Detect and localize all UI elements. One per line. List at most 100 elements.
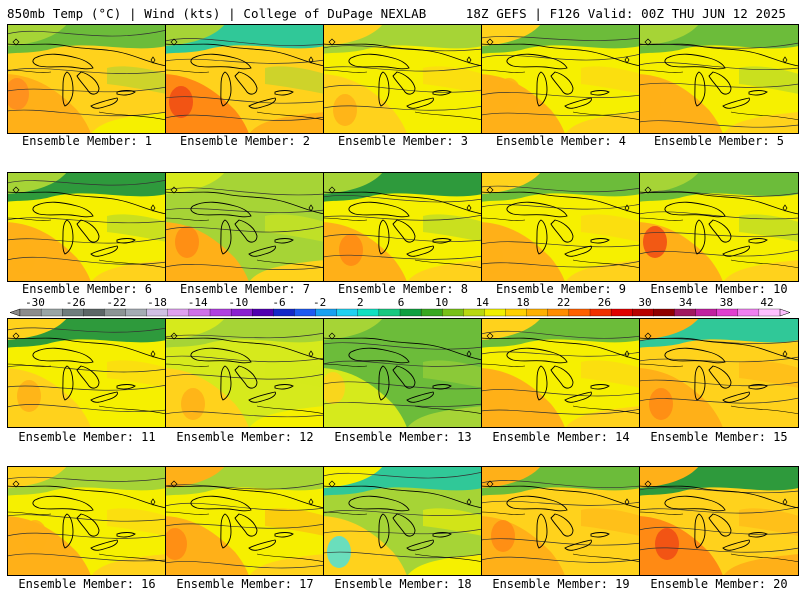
ensemble-member-map (323, 172, 483, 282)
colorbar-tick-label: 42 (760, 297, 773, 309)
colorbar-swatch (463, 308, 485, 317)
ensemble-member-label: Ensemble Member: 11 (18, 430, 156, 444)
temperature-map (7, 318, 167, 428)
colorbar-swatch (589, 308, 612, 317)
temperature-colorbar: -30 -26 -22 -18 -14 -10 -6 -2 2 6 10 14 18 22 26 30 34 38… (9, 297, 791, 317)
colorbar-swatch (167, 308, 190, 317)
ensemble-member-map (323, 318, 483, 428)
ensemble-member-label: Ensemble Member: 3 (337, 134, 469, 148)
colorbar-swatch (378, 308, 401, 317)
ensemble-member-map (7, 466, 167, 576)
colorbar-swatch (230, 308, 253, 317)
ensemble-member-map (165, 466, 325, 576)
colorbar-tick-label: 2 (357, 297, 364, 309)
colorbar-tick-label: 22 (557, 297, 570, 309)
ensemble-member-label: Ensemble Member: 18 (334, 577, 472, 591)
ensemble-member-map (323, 24, 483, 134)
temperature-map (165, 318, 325, 428)
colorbar-swatch (252, 308, 274, 317)
temperature-map (481, 318, 641, 428)
ensemble-member-label: Ensemble Member: 15 (650, 430, 788, 444)
ensemble-member-label: Ensemble Member: 9 (495, 282, 627, 296)
ensemble-member-map (165, 172, 325, 282)
ensemble-member-label: Ensemble Member: 12 (176, 430, 314, 444)
colorbar-swatch (209, 308, 232, 317)
colorbar-tick-label: -26 (66, 297, 86, 309)
ensemble-member-map (165, 318, 325, 428)
colorbar-swatch (442, 308, 464, 317)
ensemble-member-label: Ensemble Member: 17 (176, 577, 314, 591)
colorbar-swatch (188, 308, 211, 317)
ensemble-member-map (639, 466, 799, 576)
colorbar-tick-label: 6 (398, 297, 405, 309)
temperature-map (323, 24, 483, 134)
temperature-map (323, 318, 483, 428)
ensemble-member-label: Ensemble Member: 8 (337, 282, 469, 296)
ensemble-member-label: Ensemble Member: 2 (179, 134, 311, 148)
ensemble-member-label: Ensemble Member: 4 (495, 134, 627, 148)
ensemble-member-label: Ensemble Member: 14 (492, 430, 630, 444)
colorbar-tick-label: 14 (476, 297, 490, 309)
ensemble-member-label: Ensemble Member: 1 (21, 134, 153, 148)
colorbar-swatch (632, 308, 654, 317)
ensemble-member-label: Ensemble Member: 13 (334, 430, 472, 444)
colorbar-tick-label: 10 (435, 297, 448, 309)
colorbar-swatch (484, 308, 507, 317)
colorbar-swatch (62, 308, 84, 317)
colorbar-tick-label: -14 (188, 297, 208, 309)
temperature-map (7, 466, 167, 576)
colorbar-tick-label: -10 (228, 297, 248, 309)
temperature-map (639, 466, 799, 576)
temperature-map (165, 466, 325, 576)
temperature-map (7, 172, 167, 282)
colorbar-swatch (610, 308, 633, 317)
ensemble-member-map (639, 24, 799, 134)
ensemble-member-map (639, 318, 799, 428)
ensemble-member-label: Ensemble Member: 5 (653, 134, 785, 148)
colorbar-tick-label: 38 (720, 297, 733, 309)
colorbar-swatch (526, 308, 549, 317)
ensemble-member-map (481, 318, 641, 428)
colorbar-swatch (399, 308, 422, 317)
ensemble-member-label: Ensemble Member: 16 (18, 577, 156, 591)
ensemble-member-map (481, 24, 641, 134)
colorbar-tick-label: -18 (147, 297, 167, 309)
header-title: 850mb Temp (°C) | Wind (kts) | College o… (7, 6, 427, 21)
temperature-map (639, 318, 799, 428)
temperature-map (323, 466, 483, 576)
colorbar-swatch (104, 308, 127, 317)
colorbar-swatch (273, 308, 295, 317)
colorbar-swatch (758, 308, 781, 317)
colorbar-swatch (716, 308, 739, 317)
colorbar-tick-label: -2 (313, 297, 326, 309)
header-run-info: 18Z GEFS | F126 Valid: 00Z THU JUN 12 20… (465, 6, 786, 21)
temperature-map (165, 172, 325, 282)
colorbar-swatch (294, 308, 317, 317)
temperature-map (639, 172, 799, 282)
ensemble-member-label: Ensemble Member: 19 (492, 577, 630, 591)
ensemble-member-label: Ensemble Member: 7 (179, 282, 311, 296)
ensemble-member-map (639, 172, 799, 282)
temperature-map (639, 24, 799, 134)
colorbar-swatch (40, 308, 63, 317)
colorbar-swatch (505, 308, 528, 317)
ensemble-member-label: Ensemble Member: 20 (650, 577, 788, 591)
temperature-map (323, 172, 483, 282)
colorbar-swatch (674, 308, 697, 317)
colorbar-tick-label: -30 (25, 297, 45, 309)
ensemble-member-map (7, 24, 167, 134)
colorbar-swatch (83, 308, 105, 317)
temperature-map (165, 24, 325, 134)
temperature-map (481, 24, 641, 134)
temperature-map (481, 172, 641, 282)
colorbar-tick-label: -22 (106, 297, 126, 309)
ensemble-member-map (165, 24, 325, 134)
colorbar-swatch (547, 308, 570, 317)
colorbar-tick-label: -6 (272, 297, 285, 309)
colorbar-swatch (125, 308, 148, 317)
ensemble-member-map (481, 466, 641, 576)
colorbar-tick-label: 18 (516, 297, 529, 309)
colorbar-swatch (357, 308, 380, 317)
colorbar-swatch (336, 308, 359, 317)
colorbar-swatch (653, 308, 675, 317)
